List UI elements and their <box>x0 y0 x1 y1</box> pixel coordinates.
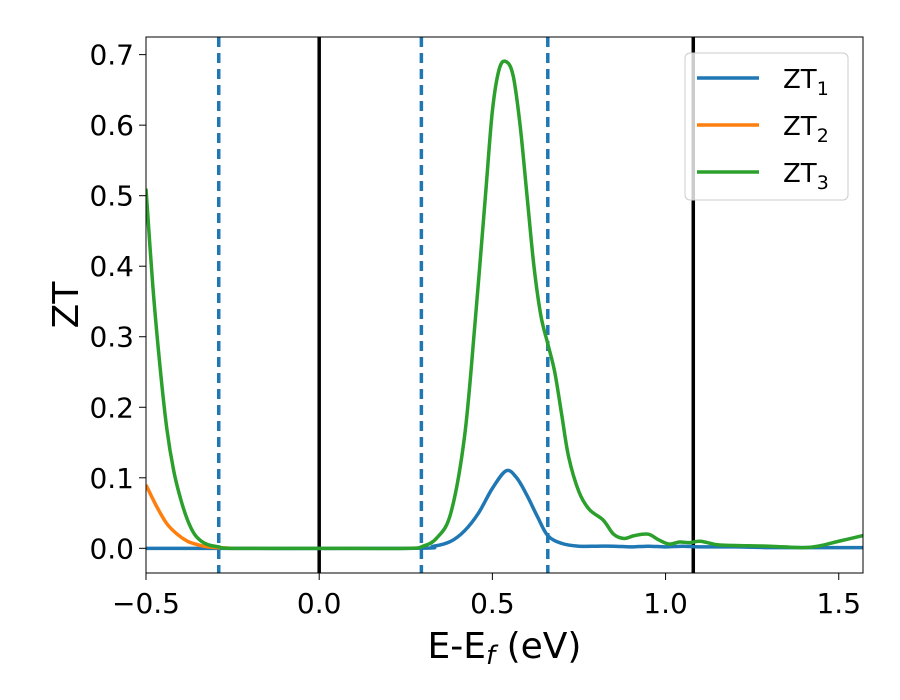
y-tick-label: 0.1 <box>89 462 134 495</box>
x-tick-label: 0.0 <box>297 587 342 620</box>
y-tick-label: 0.6 <box>89 109 134 142</box>
series-line-zt1 <box>146 468 863 551</box>
x-axis-label: E-Ef (eV) <box>428 626 582 671</box>
x-tick-label: 1.0 <box>643 587 688 620</box>
y-tick-label: 0.0 <box>89 532 134 565</box>
legend-label-zt1: ZT1 <box>783 65 829 100</box>
y-tick-label: 0.2 <box>89 391 134 424</box>
y-tick-label: 0.3 <box>89 321 134 354</box>
y-tick-label: 0.5 <box>89 180 134 213</box>
legend: ZT1 ZT2 ZT3 <box>684 52 849 201</box>
y-tick-label: 0.4 <box>89 250 134 283</box>
series-lines <box>146 59 863 551</box>
x-tick-label: −0.5 <box>112 587 180 620</box>
plot-area-frame <box>145 36 864 574</box>
legend-label-zt3: ZT3 <box>783 159 829 194</box>
legend-label-zt2: ZT2 <box>783 112 829 147</box>
legend-box <box>684 52 849 201</box>
x-tick-label: 1.5 <box>816 587 861 620</box>
x-tick-label: 0.5 <box>470 587 515 620</box>
y-axis-ticks: 0.0 0.1 0.2 0.3 0.4 0.5 0.6 0.7 <box>89 39 146 565</box>
series-line-zt3 <box>146 59 863 551</box>
x-axis-ticks: −0.5 0.0 0.5 1.0 1.5 <box>112 573 861 620</box>
y-axis-label: ZT <box>46 281 87 329</box>
y-tick-label: 0.7 <box>89 39 134 72</box>
